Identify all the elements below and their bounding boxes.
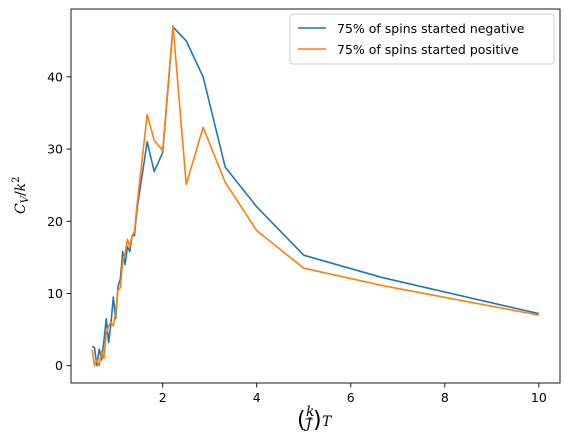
y-tick-label: 40 (47, 69, 63, 84)
series-line-0 (91, 26, 540, 367)
x-axis-label-denominator: J (303, 416, 313, 432)
legend-label-positive: 75% of spins started positive (337, 42, 519, 57)
y-axis-label-slash: / (13, 191, 29, 196)
legend: 75% of spins started negative 75% of spi… (289, 13, 555, 65)
y-axis: 0 10 20 30 40 (47, 69, 71, 373)
y-axis-label-sup: 2 (11, 176, 22, 182)
x-tick-label: 4 (253, 390, 261, 405)
y-axis-label-k: k (13, 183, 29, 191)
x-axis-label-open-paren: ( (297, 408, 306, 433)
svg-text:CV/k2: CV/k2 (11, 176, 31, 214)
x-axis-label-variable: T (322, 414, 333, 430)
series-line-1 (91, 24, 539, 367)
y-axis-label: CV/k2 (11, 176, 31, 214)
x-axis-label: ( k J ) T (297, 404, 333, 433)
x-axis-label-numerator: k (306, 404, 314, 420)
plot-frame (70, 8, 561, 384)
x-tick-label: 2 (159, 390, 167, 405)
y-tick-label: 0 (55, 358, 63, 373)
y-tick-label: 20 (47, 214, 63, 229)
y-tick-label: 10 (47, 286, 63, 301)
x-axis-label-close-paren: ) (313, 408, 322, 433)
x-axis: 2 4 6 8 10 (159, 383, 547, 405)
legend-box (289, 13, 555, 65)
y-axis-label-sub: V (20, 194, 31, 203)
x-tick-label: 10 (531, 390, 547, 405)
plot-lines (91, 24, 540, 367)
legend-label-negative: 75% of spins started negative (337, 21, 525, 36)
x-tick-label: 6 (347, 390, 355, 405)
y-axis-label-c: C (13, 203, 29, 214)
y-tick-label: 30 (47, 142, 63, 157)
x-tick-label: 8 (441, 390, 449, 405)
